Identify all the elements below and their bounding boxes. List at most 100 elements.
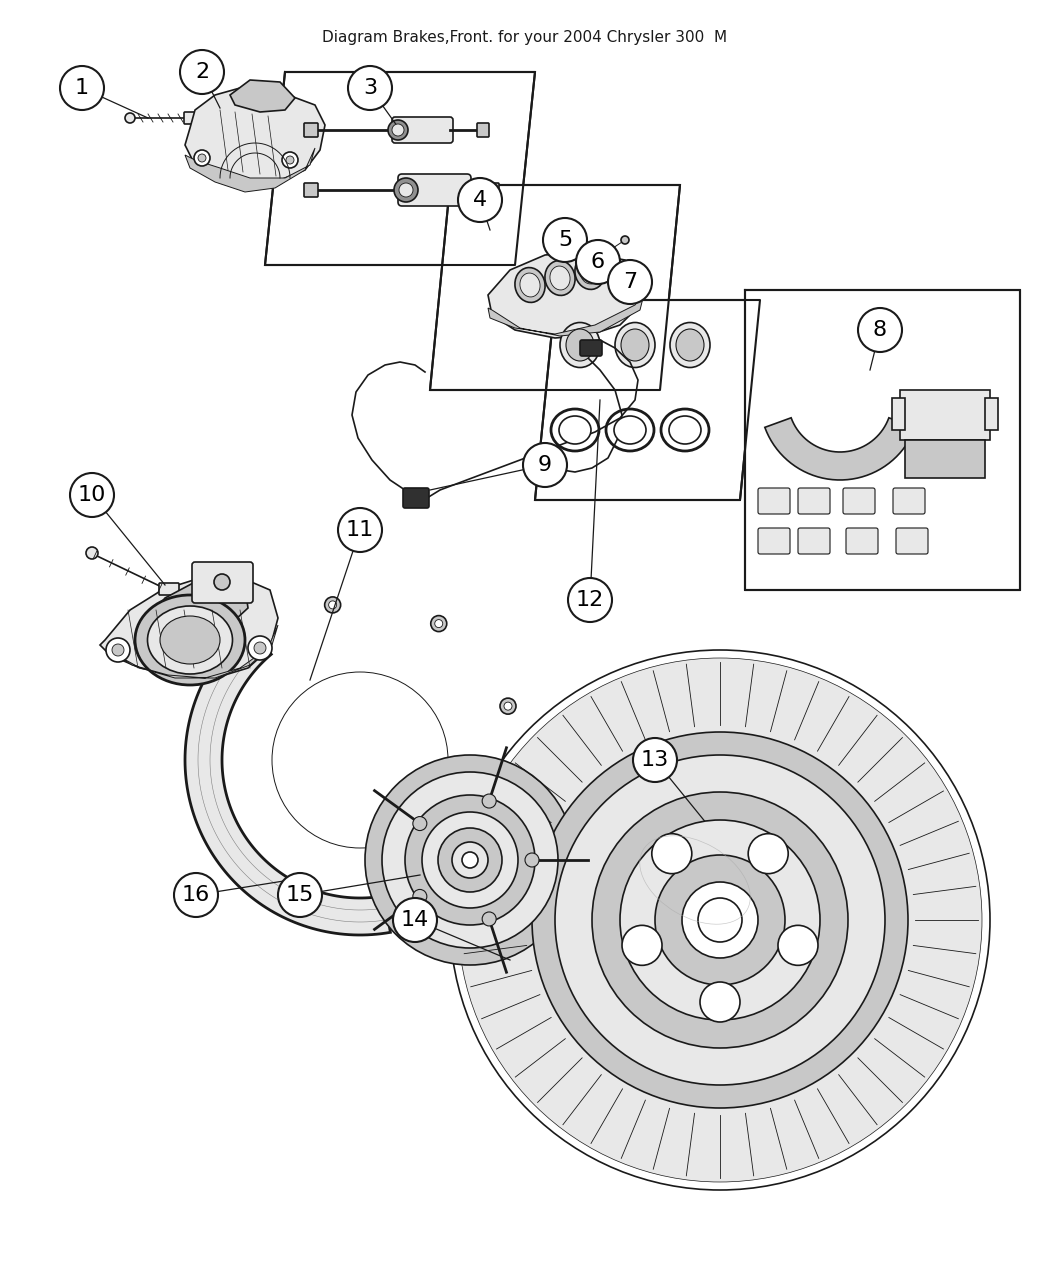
Circle shape bbox=[324, 597, 340, 613]
FancyBboxPatch shape bbox=[892, 488, 925, 514]
FancyBboxPatch shape bbox=[896, 528, 928, 555]
Text: 9: 9 bbox=[538, 455, 552, 476]
Circle shape bbox=[682, 882, 758, 958]
Circle shape bbox=[198, 154, 206, 162]
Circle shape bbox=[631, 291, 639, 300]
Circle shape bbox=[450, 650, 990, 1190]
Circle shape bbox=[435, 620, 443, 627]
Circle shape bbox=[329, 601, 337, 609]
Text: 14: 14 bbox=[401, 910, 429, 929]
Ellipse shape bbox=[670, 323, 710, 367]
Circle shape bbox=[462, 852, 478, 868]
Polygon shape bbox=[488, 289, 645, 337]
Circle shape bbox=[382, 771, 558, 949]
Circle shape bbox=[194, 150, 210, 166]
Polygon shape bbox=[746, 289, 1020, 590]
Polygon shape bbox=[185, 148, 315, 193]
Ellipse shape bbox=[520, 273, 540, 297]
Circle shape bbox=[112, 644, 124, 657]
Circle shape bbox=[504, 703, 512, 710]
Circle shape bbox=[608, 260, 652, 303]
Circle shape bbox=[700, 982, 740, 1023]
Polygon shape bbox=[488, 252, 645, 338]
Circle shape bbox=[555, 755, 885, 1085]
Circle shape bbox=[214, 574, 230, 590]
Text: 2: 2 bbox=[195, 62, 209, 82]
Circle shape bbox=[86, 547, 98, 558]
Circle shape bbox=[254, 643, 266, 654]
Circle shape bbox=[452, 842, 488, 878]
Polygon shape bbox=[230, 80, 295, 112]
Circle shape bbox=[348, 66, 392, 110]
FancyBboxPatch shape bbox=[580, 340, 602, 356]
Polygon shape bbox=[265, 71, 536, 265]
Text: 7: 7 bbox=[623, 272, 637, 292]
Circle shape bbox=[621, 236, 629, 244]
Ellipse shape bbox=[559, 416, 591, 444]
Circle shape bbox=[622, 926, 662, 965]
Text: 16: 16 bbox=[182, 885, 210, 905]
Circle shape bbox=[482, 912, 497, 926]
Circle shape bbox=[282, 152, 298, 168]
Ellipse shape bbox=[662, 409, 709, 451]
Text: 12: 12 bbox=[575, 590, 604, 609]
Circle shape bbox=[413, 890, 427, 904]
Polygon shape bbox=[430, 185, 680, 390]
FancyBboxPatch shape bbox=[184, 112, 198, 124]
Circle shape bbox=[749, 834, 789, 873]
Circle shape bbox=[180, 50, 224, 94]
Circle shape bbox=[482, 794, 497, 808]
Circle shape bbox=[625, 280, 635, 289]
Circle shape bbox=[286, 156, 294, 164]
Ellipse shape bbox=[575, 255, 605, 289]
Circle shape bbox=[438, 827, 502, 892]
FancyBboxPatch shape bbox=[159, 583, 178, 595]
FancyBboxPatch shape bbox=[798, 488, 830, 514]
Ellipse shape bbox=[550, 266, 570, 289]
Text: 10: 10 bbox=[78, 484, 106, 505]
Circle shape bbox=[70, 473, 114, 516]
Ellipse shape bbox=[669, 416, 701, 444]
Text: 8: 8 bbox=[873, 320, 887, 340]
Circle shape bbox=[698, 898, 742, 942]
FancyBboxPatch shape bbox=[487, 184, 499, 198]
Text: 3: 3 bbox=[363, 78, 377, 98]
Text: 13: 13 bbox=[640, 750, 669, 770]
Circle shape bbox=[388, 120, 408, 140]
FancyBboxPatch shape bbox=[846, 528, 878, 555]
Circle shape bbox=[525, 853, 539, 867]
Polygon shape bbox=[148, 580, 248, 625]
Ellipse shape bbox=[676, 329, 704, 361]
Circle shape bbox=[365, 755, 575, 965]
Ellipse shape bbox=[160, 616, 220, 664]
Circle shape bbox=[592, 792, 848, 1048]
Ellipse shape bbox=[566, 329, 594, 361]
Circle shape bbox=[405, 796, 536, 924]
Polygon shape bbox=[100, 578, 278, 678]
FancyBboxPatch shape bbox=[192, 562, 253, 603]
FancyBboxPatch shape bbox=[304, 122, 318, 136]
Polygon shape bbox=[764, 418, 916, 479]
Ellipse shape bbox=[545, 260, 575, 296]
Text: 1: 1 bbox=[75, 78, 89, 98]
Ellipse shape bbox=[615, 323, 655, 367]
Circle shape bbox=[778, 926, 818, 965]
Ellipse shape bbox=[606, 409, 654, 451]
Ellipse shape bbox=[514, 268, 545, 302]
Circle shape bbox=[576, 240, 620, 284]
Ellipse shape bbox=[621, 329, 649, 361]
Polygon shape bbox=[900, 390, 990, 440]
Text: 4: 4 bbox=[472, 190, 487, 210]
FancyBboxPatch shape bbox=[403, 488, 429, 507]
Circle shape bbox=[858, 309, 902, 352]
Circle shape bbox=[413, 816, 427, 830]
Polygon shape bbox=[905, 440, 985, 478]
Polygon shape bbox=[536, 300, 760, 500]
Circle shape bbox=[568, 578, 612, 622]
Circle shape bbox=[500, 699, 516, 714]
Circle shape bbox=[394, 179, 418, 201]
Circle shape bbox=[393, 898, 437, 942]
Text: 5: 5 bbox=[558, 230, 572, 250]
Circle shape bbox=[523, 442, 567, 487]
Circle shape bbox=[248, 636, 272, 660]
